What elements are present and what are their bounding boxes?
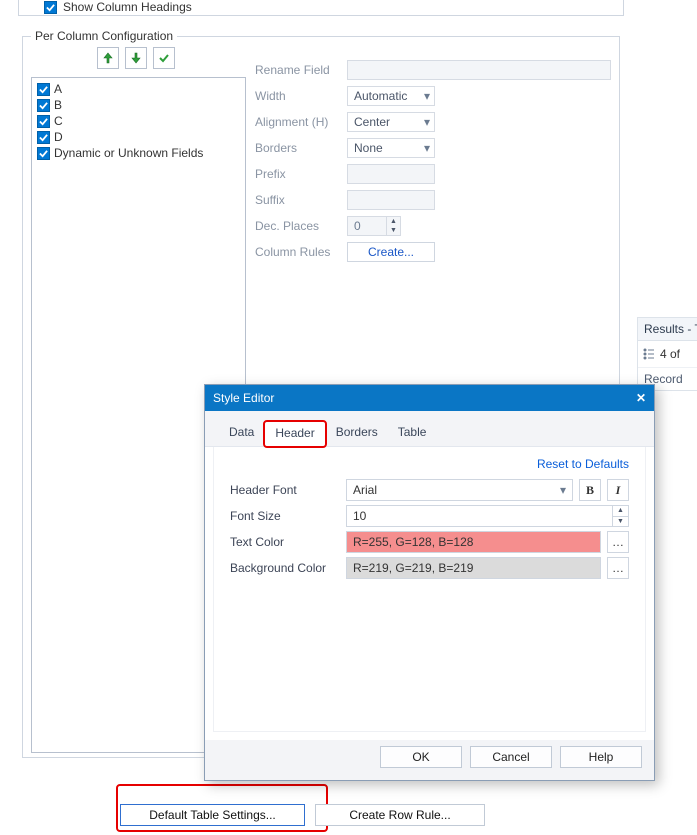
- results-header: Results - T: [638, 318, 697, 341]
- list-item[interactable]: B: [32, 97, 245, 113]
- bg-color-field[interactable]: R=219, G=219, B=219: [346, 557, 601, 579]
- dec-label: Dec. Places: [255, 219, 347, 233]
- ok-button[interactable]: OK: [380, 746, 462, 768]
- close-icon[interactable]: ✕: [636, 391, 646, 405]
- step-up-icon[interactable]: ▲: [613, 506, 628, 517]
- default-table-settings-button[interactable]: Default Table Settings...: [120, 804, 305, 826]
- item-checkbox[interactable]: [37, 83, 50, 96]
- prefix-label: Prefix: [255, 167, 347, 181]
- borders-select[interactable]: None▾: [347, 138, 435, 158]
- show-headings-label: Show Column Headings: [63, 0, 192, 14]
- chevron-down-icon: ▾: [424, 115, 430, 129]
- chevron-down-icon: ▾: [560, 483, 566, 497]
- results-count-row: 4 of: [638, 341, 697, 368]
- chevron-down-icon: ▾: [424, 141, 430, 155]
- header-font-label: Header Font: [230, 483, 340, 497]
- tab-borders[interactable]: Borders: [326, 421, 388, 446]
- step-down-icon[interactable]: ▼: [387, 226, 400, 235]
- check-button[interactable]: [153, 47, 175, 69]
- cancel-button[interactable]: Cancel: [470, 746, 552, 768]
- bg-color-picker-button[interactable]: …: [607, 557, 629, 579]
- show-headings-checkbox[interactable]: [44, 1, 57, 14]
- prefix-input[interactable]: [347, 164, 435, 184]
- dialog-tabs: Data Header Borders Table: [205, 411, 654, 447]
- suffix-label: Suffix: [255, 193, 347, 207]
- item-checkbox[interactable]: [37, 99, 50, 112]
- width-label: Width: [255, 89, 347, 103]
- dialog-title: Style Editor: [213, 391, 274, 405]
- step-up-icon[interactable]: ▲: [387, 217, 400, 226]
- step-down-icon[interactable]: ▼: [613, 517, 628, 527]
- list-item[interactable]: C: [32, 113, 245, 129]
- create-rules-button[interactable]: Create...: [347, 242, 435, 262]
- move-up-button[interactable]: [97, 47, 119, 69]
- rename-label: Rename Field: [255, 63, 347, 77]
- bold-button[interactable]: B: [579, 479, 601, 501]
- italic-button[interactable]: I: [607, 479, 629, 501]
- bg-color-label: Background Color: [230, 561, 340, 575]
- font-size-stepper[interactable]: 10▲▼: [346, 505, 629, 527]
- list-icon: [642, 347, 656, 361]
- reset-defaults-link[interactable]: Reset to Defaults: [230, 455, 629, 477]
- list-item[interactable]: D: [32, 129, 245, 145]
- dec-places-stepper[interactable]: 0▲▼: [347, 216, 401, 236]
- rules-label: Column Rules: [255, 245, 347, 259]
- width-select[interactable]: Automatic▾: [347, 86, 435, 106]
- text-color-label: Text Color: [230, 535, 340, 549]
- fieldset-legend: Per Column Configuration: [31, 29, 177, 43]
- text-color-field[interactable]: R=255, G=128, B=128: [346, 531, 601, 553]
- item-label: A: [54, 82, 62, 96]
- align-label: Alignment (H): [255, 115, 347, 129]
- item-label: B: [54, 98, 62, 112]
- item-checkbox[interactable]: [37, 115, 50, 128]
- font-size-label: Font Size: [230, 509, 340, 523]
- suffix-input[interactable]: [347, 190, 435, 210]
- list-item[interactable]: A: [32, 81, 245, 97]
- item-checkbox[interactable]: [37, 131, 50, 144]
- chevron-down-icon: ▾: [424, 89, 430, 103]
- create-row-rule-button[interactable]: Create Row Rule...: [315, 804, 485, 826]
- rename-input[interactable]: [347, 60, 611, 80]
- header-font-select[interactable]: Arial▾: [346, 479, 573, 501]
- tab-data[interactable]: Data: [219, 421, 264, 446]
- item-label: D: [54, 130, 63, 144]
- text-color-picker-button[interactable]: …: [607, 531, 629, 553]
- tab-header[interactable]: Header: [264, 421, 325, 447]
- item-checkbox[interactable]: [37, 147, 50, 160]
- align-select[interactable]: Center▾: [347, 112, 435, 132]
- list-item[interactable]: Dynamic or Unknown Fields: [32, 145, 245, 161]
- tab-table[interactable]: Table: [388, 421, 437, 446]
- borders-label: Borders: [255, 141, 347, 155]
- style-editor-dialog: Style Editor ✕ Data Header Borders Table…: [204, 384, 655, 781]
- help-button[interactable]: Help: [560, 746, 642, 768]
- item-label: Dynamic or Unknown Fields: [54, 146, 203, 160]
- item-label: C: [54, 114, 63, 128]
- move-down-button[interactable]: [125, 47, 147, 69]
- results-panel: Results - T 4 of Record: [637, 317, 697, 391]
